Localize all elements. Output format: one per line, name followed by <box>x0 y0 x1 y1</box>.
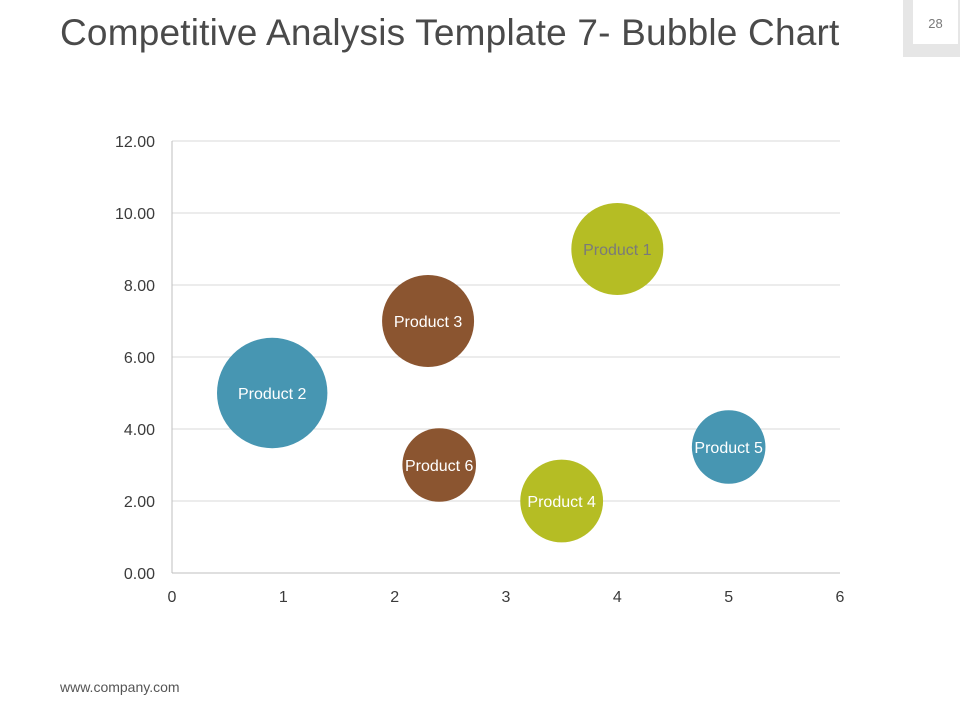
x-tick-label: 0 <box>168 589 177 606</box>
bubble-label-product-2: Product 2 <box>238 386 307 403</box>
y-tick-label: 8.00 <box>124 278 155 295</box>
x-tick-label: 6 <box>836 589 845 606</box>
x-tick-label: 5 <box>724 589 733 606</box>
page-number-box: 28 <box>903 0 960 57</box>
y-tick-label: 10.00 <box>115 206 155 223</box>
bubble-product-2 <box>217 337 328 449</box>
y-tick-label: 12.00 <box>115 134 155 151</box>
x-tick-label: 4 <box>613 589 622 606</box>
bubble-product-6 <box>402 428 477 502</box>
x-tick-label: 2 <box>390 589 399 606</box>
y-tick-label: 4.00 <box>124 422 155 439</box>
bubble-label-product-4: Product 4 <box>527 494 596 511</box>
bubble-label-product-3: Product 3 <box>394 314 463 331</box>
bubble-label-product-1: Product 1 <box>583 242 652 259</box>
bubble-product-5 <box>691 410 766 484</box>
bubble-product-4 <box>520 459 604 543</box>
bubble-product-1 <box>571 203 664 295</box>
page-number: 28 <box>928 16 943 31</box>
bubble-label-product-5: Product 5 <box>694 440 763 457</box>
y-tick-label: 2.00 <box>124 494 155 511</box>
bubble-label-product-6: Product 6 <box>405 458 474 475</box>
x-tick-label: 1 <box>279 589 288 606</box>
axis-layer: 0.00 2.00 4.00 6.00 8.00 10.00 12.00 0 1 2 3 4 5 6 <box>115 134 845 606</box>
bubble-product-3 <box>382 275 475 367</box>
bubble-layer: Product 1 Product 2 Product 3 Product 4 Prod… <box>217 203 766 543</box>
page-number-box-inner: 28 <box>913 0 958 44</box>
y-tick-label: 6.00 <box>124 350 155 367</box>
y-tick-label: 0.00 <box>124 566 155 583</box>
footer-url: www.company.com <box>60 679 180 695</box>
x-tick-label: 3 <box>502 589 511 606</box>
slide-title: Competitive Analysis Template 7- Bubble … <box>60 12 840 53</box>
